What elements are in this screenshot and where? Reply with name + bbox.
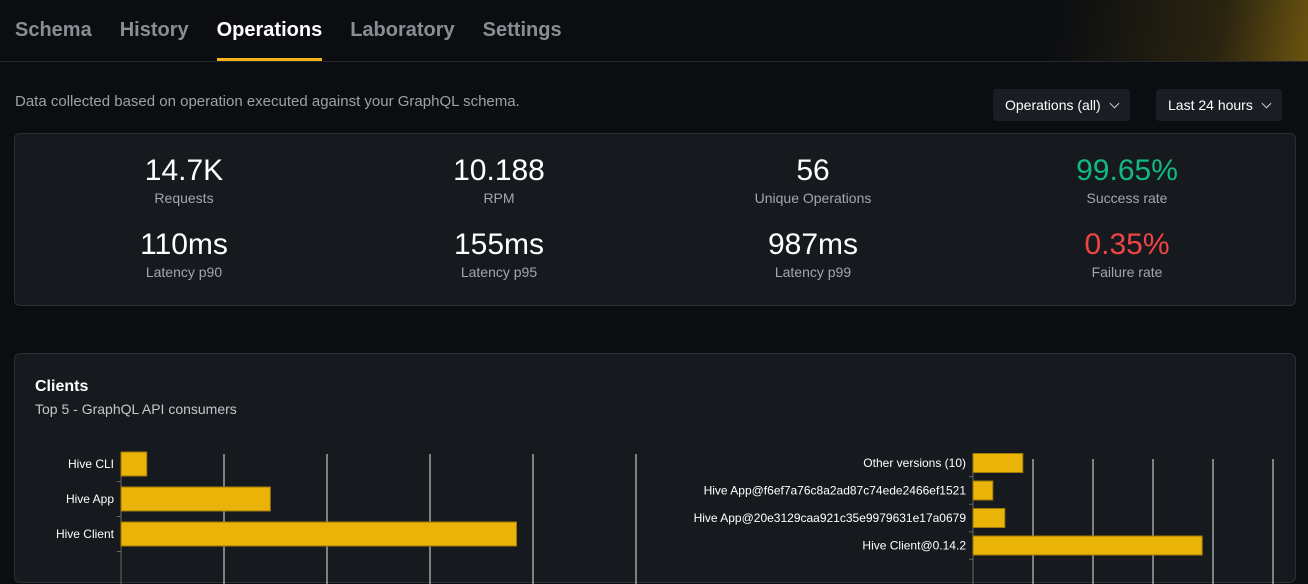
stat-unique-operations: 56 Unique Operations xyxy=(663,154,963,206)
stat-value: 987ms xyxy=(767,228,859,261)
stat-success-rate: 99.65% Success rate xyxy=(977,154,1277,206)
bar-label: Hive App@f6ef7a76c8a2ad87c74ede2466ef152… xyxy=(704,484,967,498)
stat-label: Latency p90 xyxy=(145,264,223,280)
tab-operations[interactable]: Operations xyxy=(216,0,323,61)
chevron-down-icon xyxy=(1109,98,1120,108)
bar-label: Hive App@20e3129caa921c35e9979631e17a067… xyxy=(694,511,967,525)
stat-value: 10.188 xyxy=(453,154,545,187)
stat-value: 99.65% xyxy=(1076,154,1178,187)
operations-filter-label: Operations (all) xyxy=(1005,97,1101,113)
stat-label: Requests xyxy=(154,190,214,206)
bar[interactable] xyxy=(972,508,1006,528)
stat-label: Success rate xyxy=(1086,190,1168,206)
stat-latency-p90: 110ms Latency p90 xyxy=(34,228,334,280)
bar-label: Hive Client xyxy=(56,527,115,541)
clients-title: Clients xyxy=(35,378,89,395)
bar[interactable] xyxy=(972,453,1024,473)
stat-label: Latency p95 xyxy=(460,264,538,280)
operations-filter-dropdown[interactable]: Operations (all) xyxy=(993,89,1130,121)
stat-value: 110ms xyxy=(140,228,228,261)
stat-value: 0.35% xyxy=(1084,228,1170,261)
bar[interactable] xyxy=(120,486,271,512)
tab-schema[interactable]: Schema xyxy=(15,19,92,41)
stats-panel: 14.7K Requests 10.188 RPM 56 Unique Operation… xyxy=(14,133,1296,306)
top-nav: Schema History Operations Laboratory Setting… xyxy=(0,0,1308,62)
stat-value: 14.7K xyxy=(144,154,224,187)
stat-label: RPM xyxy=(483,190,515,206)
period-filter-label: Last 24 hours xyxy=(1168,97,1253,113)
stat-rpm: 10.188 RPM xyxy=(349,154,649,206)
chevron-down-icon xyxy=(1261,98,1272,108)
stat-value: 155ms xyxy=(453,228,545,261)
clients-charts: Hive CLI Hive App Hive Client Other version… xyxy=(56,451,1274,584)
stat-value: 56 xyxy=(796,154,830,187)
bar-label: Other versions (10) xyxy=(863,456,966,470)
stat-latency-p95: 155ms Latency p95 xyxy=(349,228,649,280)
bar[interactable] xyxy=(972,480,994,501)
stat-label: Failure rate xyxy=(1091,264,1163,280)
tab-laboratory[interactable]: Laboratory xyxy=(350,19,455,41)
clients-subtitle: Top 5 - GraphQL API consumers xyxy=(35,401,237,417)
bar-label: Hive App xyxy=(66,492,114,506)
bar[interactable] xyxy=(120,451,148,477)
stat-label: Unique Operations xyxy=(754,190,872,206)
page-description: Data collected based on operation execut… xyxy=(15,93,520,110)
period-filter-dropdown[interactable]: Last 24 hours xyxy=(1156,89,1282,121)
bar[interactable] xyxy=(120,521,518,547)
bar[interactable] xyxy=(972,535,1203,556)
stat-requests: 14.7K Requests xyxy=(34,154,334,206)
stat-label: Latency p99 xyxy=(774,264,852,280)
tab-settings[interactable]: Settings xyxy=(482,19,562,41)
bar-label: Hive Client@0.14.2 xyxy=(862,539,966,553)
tab-history[interactable]: History xyxy=(119,19,189,41)
clients-card: Clients Top 5 - GraphQL API consumers Hi… xyxy=(14,353,1296,584)
bar-label: Hive CLI xyxy=(68,457,114,471)
stat-failure-rate: 0.35% Failure rate xyxy=(977,228,1277,280)
stat-latency-p99: 987ms Latency p99 xyxy=(663,228,963,280)
